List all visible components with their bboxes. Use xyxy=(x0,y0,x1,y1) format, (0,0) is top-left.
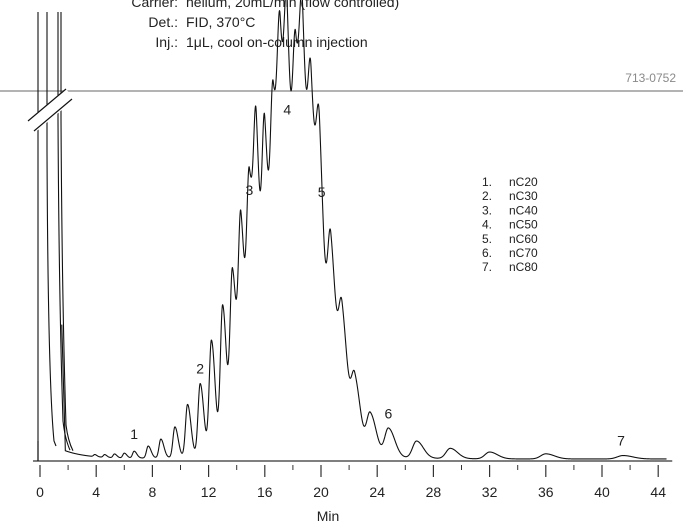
legend-number: 2. xyxy=(482,189,492,203)
x-tick-label: 40 xyxy=(594,484,610,500)
axis-break-mark xyxy=(33,98,73,132)
peak-number-label: 4 xyxy=(283,101,291,117)
conditions-block: Carrier: helium, 20mL/min (flow controlle… xyxy=(131,0,399,50)
legend-number: 6. xyxy=(482,246,492,260)
legend-entry-name: nC20 xyxy=(509,175,538,189)
peak-number-label: 5 xyxy=(318,184,326,200)
peak-number-label: 7 xyxy=(617,433,625,449)
condition-label: Carrier: xyxy=(131,0,178,10)
x-tick-label: 32 xyxy=(482,484,498,500)
x-tick-label: 8 xyxy=(149,484,157,500)
legend-entry-name: nC80 xyxy=(509,260,538,274)
solvent-peak-right-edge xyxy=(60,12,74,452)
legend-entry-name: nC60 xyxy=(509,232,538,246)
condition-value: FID, 370°C xyxy=(186,14,255,30)
axis-break-mark xyxy=(27,88,67,122)
condition-value: helium, 20mL/min (flow controlled) xyxy=(186,0,399,10)
legend-entry-name: nC50 xyxy=(509,218,538,232)
x-tick-label: 44 xyxy=(650,484,666,500)
x-tick-label: 36 xyxy=(538,484,554,500)
peak-number-label: 3 xyxy=(245,182,253,198)
figure-id: 713-0752 xyxy=(625,71,676,85)
legend-number: 5. xyxy=(482,232,492,246)
x-tick-label: 12 xyxy=(201,484,217,500)
peak-number-label: 6 xyxy=(385,405,393,421)
x-tick-label: 20 xyxy=(313,484,329,500)
x-tick-label: 0 xyxy=(36,484,44,500)
x-axis: 0 4 8 12 16 20 24 28 32 36 40 44 xyxy=(32,441,673,500)
legend-number: 7. xyxy=(482,260,492,274)
solvent-peak-inner-left xyxy=(46,12,57,447)
legend-entry-name: nC40 xyxy=(509,203,538,217)
condition-label: Inj.: xyxy=(155,34,178,50)
x-tick-label: 16 xyxy=(257,484,273,500)
peak-number-label: 2 xyxy=(196,361,204,377)
legend-entry-name: nC30 xyxy=(509,189,538,203)
peak-number-label: 1 xyxy=(130,426,138,442)
x-tick-label: 24 xyxy=(369,484,385,500)
legend: 1. nC20 2. nC30 3. nC40 4. nC50 5. nC60 6. nC70 7. nC… xyxy=(482,175,538,274)
legend-number: 3. xyxy=(482,203,492,217)
solvent-peak-inner-right xyxy=(57,12,71,451)
x-tick-label: 28 xyxy=(426,484,442,500)
chromatogram-trace xyxy=(61,0,667,460)
axis-break-gap xyxy=(27,88,75,132)
legend-number: 4. xyxy=(482,218,492,232)
legend-number: 1. xyxy=(482,175,492,189)
peak-labels: 1 2 3 4 5 6 7 xyxy=(130,101,625,448)
x-tick-label: 4 xyxy=(92,484,100,500)
condition-value: 1μL, cool on-column injection xyxy=(186,34,368,50)
x-axis-label: Min xyxy=(317,508,340,524)
legend-entry-name: nC70 xyxy=(509,246,538,260)
condition-label: Det.: xyxy=(148,14,178,30)
solvent-peak xyxy=(27,12,75,461)
